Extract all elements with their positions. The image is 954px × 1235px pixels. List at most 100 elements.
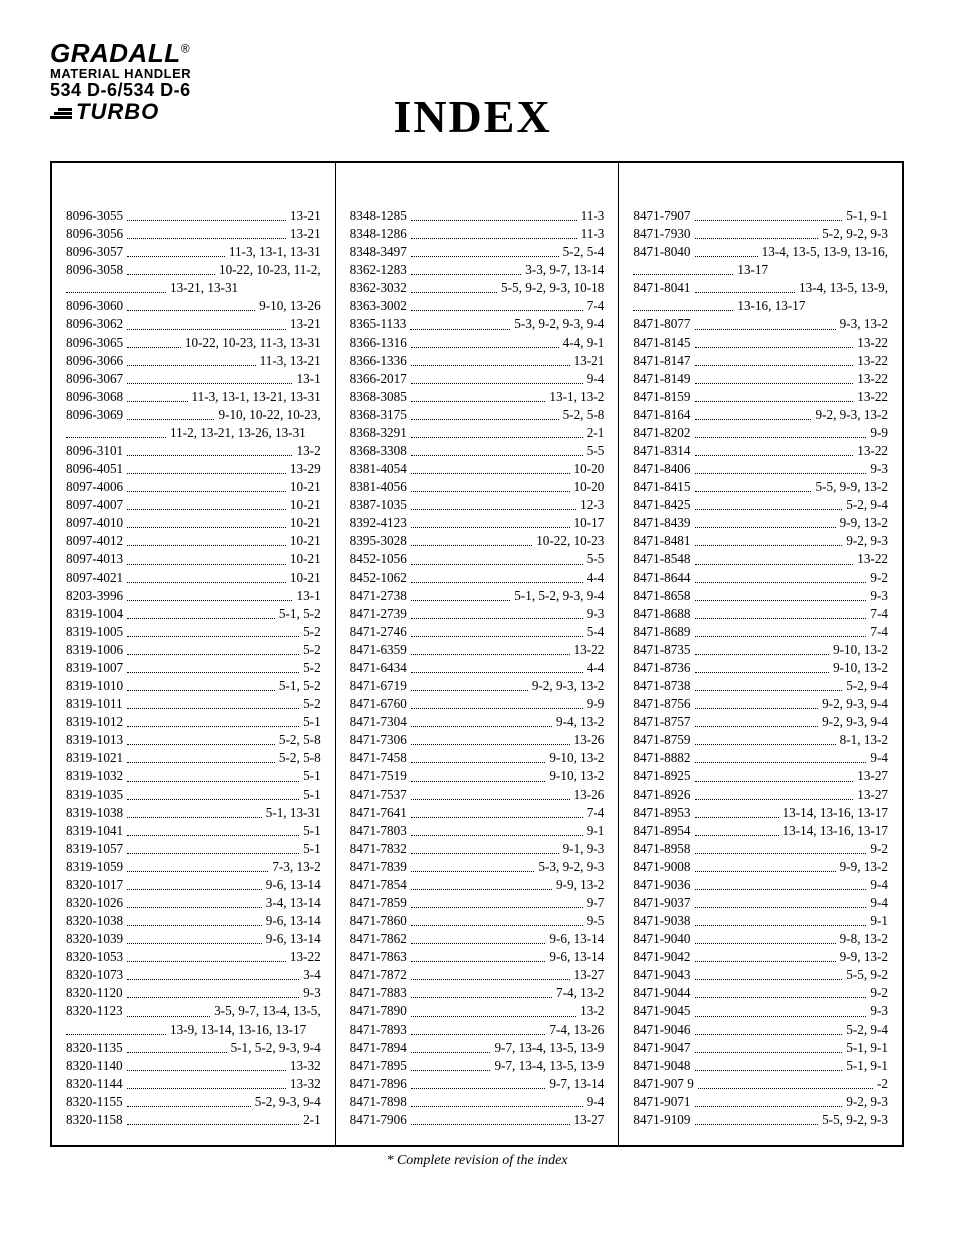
entry-pages: 9-10, 13-2 xyxy=(833,659,888,677)
entry-part: 8348-1286 xyxy=(350,225,407,243)
index-entry: 8203-399613-1 xyxy=(66,587,321,605)
index-entry: 8471-892513-27 xyxy=(633,767,888,785)
index-entry: 8471-87385-2, 9-4 xyxy=(633,677,888,695)
entry-pages: 13-21, 13-31 xyxy=(170,279,238,297)
entry-pages: 12-3 xyxy=(580,496,604,514)
footnote: * Complete revision of the index xyxy=(50,1153,904,1169)
entry-pages: 9-10, 10-22, 10-23, xyxy=(218,406,320,424)
entry-pages: 2-1 xyxy=(303,1111,321,1129)
entry-part: 8319-1012 xyxy=(66,713,123,731)
index-entry: 8471-730613-26 xyxy=(350,731,605,749)
index-entry: 8368-308513-1, 13-2 xyxy=(350,388,605,406)
index-entry-continuation: 13-17 xyxy=(633,261,888,279)
entry-part: 8363-3002 xyxy=(350,297,407,315)
entry-part: 8319-1007 xyxy=(66,659,123,677)
index-column-1: 8096-305513-218096-305613-218096-305711-… xyxy=(52,163,335,1145)
entry-part: 8471-7537 xyxy=(350,786,407,804)
entry-part: 8471-9046 xyxy=(633,1021,690,1039)
entry-pages: 4-4 xyxy=(587,659,605,677)
index-entry: 8471-895413-14, 13-16, 13-17 xyxy=(633,822,888,840)
entry-part: 8471-8406 xyxy=(633,460,690,478)
entry-part: 8096-4051 xyxy=(66,460,123,478)
entry-pages: 7-4 xyxy=(870,623,888,641)
entry-part: 8395-3028 xyxy=(350,532,407,550)
index-entry: 8096-4051 13-29 xyxy=(66,460,321,478)
entry-pages: 9-3 xyxy=(303,984,321,1002)
entry-pages: 13-29 xyxy=(290,460,321,478)
turbo-lines-icon xyxy=(50,107,72,120)
index-column-3: 8471-79075-1, 9-18471-79305-2, 9-2, 9-38… xyxy=(618,163,902,1145)
entry-part: 8097-4013 xyxy=(66,550,123,568)
index-entry: 8471-814513-22 xyxy=(633,334,888,352)
index-entry: 8471-79305-2, 9-2, 9-3 xyxy=(633,225,888,243)
entry-pages: 9-4 xyxy=(870,876,888,894)
index-entry: 8471-831413-22 xyxy=(633,442,888,460)
entry-pages: 10-21 xyxy=(290,496,321,514)
entry-part: 8203-3996 xyxy=(66,587,123,605)
index-entry: 8471-78837-4, 13-2 xyxy=(350,984,605,1002)
index-entry: 8471-82029-9 xyxy=(633,424,888,442)
entry-part: 8320-1073 xyxy=(66,966,123,984)
entry-pages: 5-2, 5-8 xyxy=(279,731,321,749)
entry-pages: 9-9, 13-2 xyxy=(840,858,888,876)
entry-part: 8471-8736 xyxy=(633,659,690,677)
index-entry: 8471-86887-4 xyxy=(633,605,888,623)
entry-pages: 9-1 xyxy=(587,822,605,840)
index-entry: 8366-13164-4, 9-1 xyxy=(350,334,605,352)
entry-pages: 9-6, 13-14 xyxy=(266,912,321,930)
index-entry: 8319-10045-1, 5-2 xyxy=(66,605,321,623)
index-entry: 8471-90435-5, 9-2 xyxy=(633,966,888,984)
index-entry-continuation: 13-9, 13-14, 13-16, 13-17 xyxy=(66,1021,321,1039)
index-entry: 8471-67199-2, 9-3, 13-2 xyxy=(350,677,605,695)
index-entry-continuation: 13-21, 13-31 xyxy=(66,279,321,297)
entry-pages: 5-1, 9-1 xyxy=(846,207,888,225)
entry-part: 8471-8202 xyxy=(633,424,690,442)
entry-pages: 9-2 xyxy=(870,984,888,1002)
entry-part: 8471-7519 xyxy=(350,767,407,785)
logo-sub2: 534 D-6/534 D-6 xyxy=(50,81,191,100)
entry-pages: 9-3 xyxy=(870,460,888,478)
index-entry: 8471-27465-4 xyxy=(350,623,605,641)
entry-pages: 13-2 xyxy=(296,442,320,460)
index-entry: 8471-78959-7, 13-4, 13-5, 13-9 xyxy=(350,1057,605,1075)
index-entry: 8452-10624-4 xyxy=(350,569,605,587)
entry-part: 8471-7860 xyxy=(350,912,407,930)
entry-pages: 10-21 xyxy=(290,478,321,496)
entry-part: 8471-7458 xyxy=(350,749,407,767)
index-entry: 8387-103512-3 xyxy=(350,496,605,514)
index-entry: 8319-10075-2 xyxy=(66,659,321,677)
entry-part: 8471-7898 xyxy=(350,1093,407,1111)
entry-part: 8366-2017 xyxy=(350,370,407,388)
index-entry: 8471-88829-4 xyxy=(633,749,888,767)
entry-pages: 13-21 xyxy=(290,315,321,333)
page-header: GRADALL® MATERIAL HANDLER 534 D-6/534 D-… xyxy=(50,40,904,143)
index-entry: 8471-76417-4 xyxy=(350,804,605,822)
entry-part: 8366-1336 xyxy=(350,352,407,370)
index-entry: 8319-10575-1 xyxy=(66,840,321,858)
index-entry: 8097-400610-21 xyxy=(66,478,321,496)
index-entry: 8471-84155-5, 9-9, 13-2 xyxy=(633,478,888,496)
index-columns: 8096-305513-218096-305613-218096-305711-… xyxy=(50,161,904,1147)
entry-part: 8320-1120 xyxy=(66,984,123,1002)
entry-pages: 9-5 xyxy=(587,912,605,930)
index-entry: 8319-10105-1, 5-2 xyxy=(66,677,321,695)
index-entry: 8471-635913-22 xyxy=(350,641,605,659)
entry-part: 8366-1316 xyxy=(350,334,407,352)
entry-part: 8362-3032 xyxy=(350,279,407,297)
entry-part: 8471-7872 xyxy=(350,966,407,984)
entry-pages: 7-4 xyxy=(587,804,605,822)
entry-part: 8471-9042 xyxy=(633,948,690,966)
index-entry: 8471-892613-27 xyxy=(633,786,888,804)
index-entry: 8319-10055-2 xyxy=(66,623,321,641)
index-entry: 8471-75199-10, 13-2 xyxy=(350,767,605,785)
entry-part: 8320-1039 xyxy=(66,930,123,948)
entry-part: 8471-7894 xyxy=(350,1039,407,1057)
entry-part: 8471-8147 xyxy=(633,352,690,370)
index-entry: 8471-78937-4, 13-26 xyxy=(350,1021,605,1039)
index-entry: 8096-30609-10, 13-26 xyxy=(66,297,321,315)
entry-pages: 13-21 xyxy=(574,352,605,370)
index-entry: 8471-87598-1, 13-2 xyxy=(633,731,888,749)
logo-brand: GRADALL® xyxy=(50,40,191,67)
index-entry: 8471-84399-9, 13-2 xyxy=(633,514,888,532)
entry-pages: 13-17 xyxy=(737,261,768,279)
